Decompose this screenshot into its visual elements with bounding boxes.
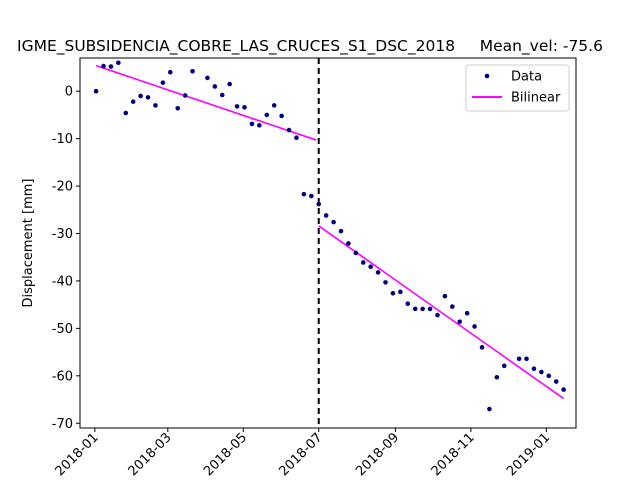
data-point <box>531 366 537 372</box>
y-tick-label: -40 <box>52 274 73 289</box>
bilinear-series <box>95 64 565 400</box>
data-point <box>205 75 210 81</box>
data-point <box>375 270 381 275</box>
data-point <box>383 280 388 285</box>
y-tick-label: -50 <box>52 322 73 337</box>
legend-label-data: Data <box>511 70 542 85</box>
y-tick-label: -60 <box>52 369 73 384</box>
data-point <box>116 60 121 66</box>
data-point <box>145 95 151 100</box>
data-point <box>353 250 359 256</box>
data-point <box>249 121 255 127</box>
data-point <box>412 306 418 312</box>
data-point <box>450 304 455 309</box>
data-point <box>309 193 314 199</box>
y-axis: 0 -10 -20 -30 -40 -50 -60 -70 <box>52 85 80 432</box>
legend: Data Bilinear <box>465 64 570 112</box>
bilinear-segment <box>95 64 317 141</box>
y-tick-label: -10 <box>52 132 73 147</box>
data-point <box>457 319 463 325</box>
data-point <box>227 81 232 87</box>
data-point <box>234 104 240 109</box>
data-point <box>160 80 166 85</box>
data-point <box>487 406 492 412</box>
data-point <box>464 310 470 316</box>
legend-box <box>465 64 570 112</box>
data-point <box>524 356 529 362</box>
data-point <box>442 293 448 299</box>
data-point <box>242 105 247 110</box>
legend-label-bilinear: Bilinear <box>511 91 561 106</box>
data-point <box>561 387 566 392</box>
y-tick-label: -20 <box>52 180 73 195</box>
data-point <box>494 374 500 380</box>
data-point <box>435 312 440 318</box>
data-point <box>167 69 173 75</box>
y-tick-label: -70 <box>52 417 73 432</box>
data-point <box>390 290 396 296</box>
y-axis-label: Displacement [mm] <box>21 179 36 308</box>
data-point <box>294 135 299 140</box>
data-point <box>93 88 99 94</box>
data-point <box>108 64 114 69</box>
data-point <box>420 306 425 312</box>
data-point <box>316 201 322 207</box>
plot-frame <box>79 57 577 429</box>
data-point <box>153 103 158 108</box>
data-point <box>338 228 344 234</box>
data-point <box>516 356 522 362</box>
data-point <box>539 369 544 375</box>
data-point <box>546 373 552 379</box>
data-point <box>472 324 477 329</box>
data-point <box>182 93 188 98</box>
data-point <box>368 264 373 270</box>
data-point <box>212 84 218 89</box>
data-point <box>123 110 129 116</box>
data-point <box>301 191 307 197</box>
data-point <box>346 241 351 246</box>
data-point <box>101 63 106 69</box>
data-point <box>398 289 403 295</box>
data-point <box>479 345 485 350</box>
data-series <box>93 60 566 412</box>
data-point <box>501 363 507 369</box>
bilinear-segment <box>318 225 565 400</box>
data-point <box>405 301 411 307</box>
data-point <box>130 99 136 104</box>
data-point <box>138 93 143 99</box>
y-tick-label: -30 <box>52 227 73 242</box>
chart-title: IGME_SUBSIDENCIA_COBRE_LAS_CRUCES_S1_DSC… <box>17 37 603 56</box>
data-point <box>175 105 181 111</box>
data-point <box>286 127 292 133</box>
data-point <box>190 68 195 74</box>
legend-data-marker <box>484 73 490 79</box>
data-point <box>331 219 336 225</box>
data-point <box>257 123 262 128</box>
data-point <box>427 306 433 312</box>
plot-background <box>80 58 576 428</box>
y-tick-label: 0 <box>65 85 73 100</box>
data-point <box>279 113 284 119</box>
data-point <box>271 103 277 108</box>
data-point <box>219 92 225 98</box>
plot-area <box>80 58 576 428</box>
data-point <box>360 260 366 265</box>
data-point <box>264 112 270 118</box>
data-point <box>323 213 329 218</box>
data-point <box>553 379 559 384</box>
